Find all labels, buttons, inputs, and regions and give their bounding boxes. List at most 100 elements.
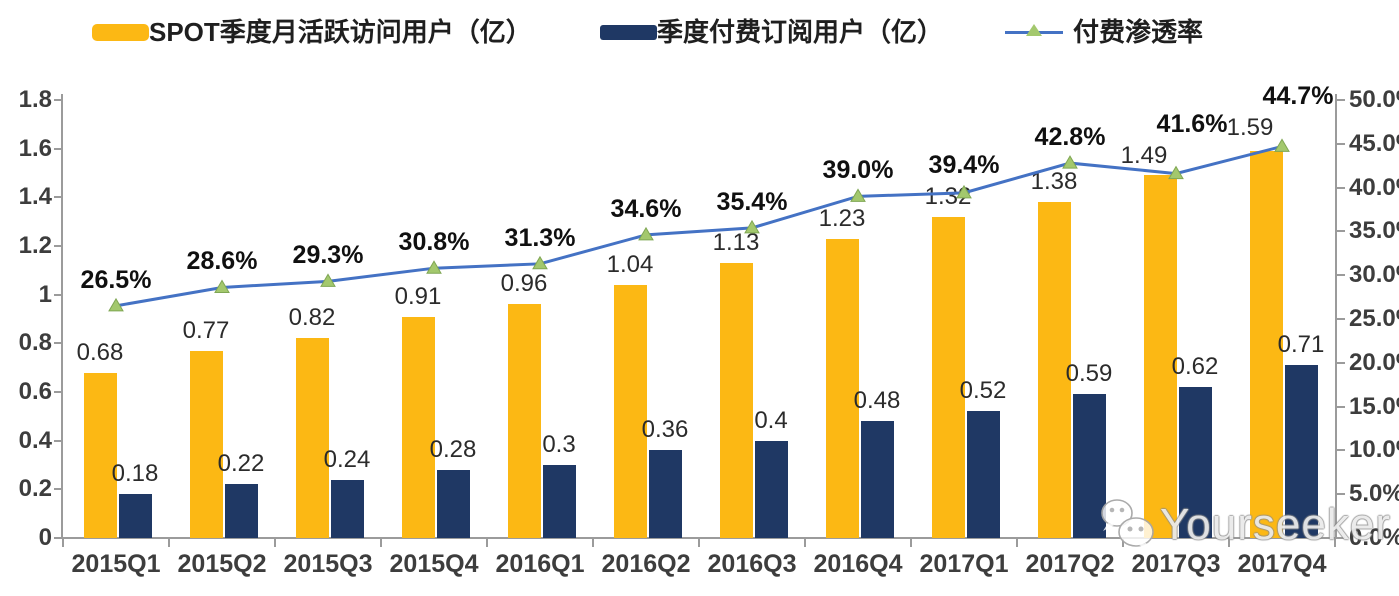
- bar-label-mau: 1.04: [606, 250, 654, 278]
- right-axis-tick: [1337, 318, 1345, 320]
- bar-label-subscribers: 0.52: [959, 377, 1007, 405]
- x-axis-tick: [62, 539, 64, 547]
- x-axis-tick: [1334, 539, 1336, 547]
- x-axis-tick: [1228, 539, 1230, 547]
- x-axis-category-label: 2017Q4: [1237, 550, 1327, 578]
- x-axis-category-label: 2016Q3: [707, 550, 797, 578]
- right-axis-line: [1335, 94, 1337, 539]
- x-axis-category-label: 2015Q4: [389, 550, 479, 578]
- right-axis-tick-label: 50.0%: [1349, 86, 1399, 113]
- bar-label-subscribers: 0.59: [1065, 360, 1113, 388]
- bar-label-mau: 0.77: [182, 316, 230, 344]
- x-axis-category-label: 2016Q1: [495, 550, 585, 578]
- right-axis-tick: [1337, 405, 1345, 408]
- x-axis-category-label: 2017Q3: [1131, 550, 1221, 578]
- left-axis-tick: [54, 439, 62, 442]
- bar-label-subscribers: 0.71: [1277, 331, 1325, 359]
- x-axis-tick: [486, 539, 488, 547]
- bar-subscribers: [1179, 387, 1212, 538]
- bar-subscribers: [861, 421, 894, 538]
- bar-label-mau: 1.13: [712, 229, 760, 257]
- x-axis-category-label: 2016Q4: [813, 550, 903, 578]
- left-axis-tick: [54, 488, 62, 491]
- bar-subscribers: [437, 469, 470, 538]
- bar-label-mau: 1.38: [1030, 168, 1078, 196]
- left-axis-tick-label: 0.6: [18, 378, 52, 405]
- right-axis-tick-label: 0.0%: [1349, 524, 1399, 551]
- bar-label-mau: 1.49: [1120, 141, 1168, 169]
- x-axis-category-label: 2015Q1: [71, 550, 161, 578]
- bar-subscribers: [755, 440, 788, 538]
- legend-label-mau: SPOT季度月活跃访问用户（亿）: [149, 17, 532, 47]
- legend-item-penetration: 付费渗透率: [1005, 18, 1203, 46]
- right-axis-tick: [1337, 230, 1345, 233]
- bar-label-subscribers: 0.48: [853, 387, 901, 415]
- x-axis-tick: [804, 539, 806, 547]
- bar-mau: [402, 316, 435, 538]
- bar-subscribers: [225, 484, 258, 538]
- legend-label-penetration: 付费渗透率: [1073, 17, 1204, 47]
- left-axis-tick-label: 1.6: [18, 134, 52, 162]
- bar-mau: [614, 284, 647, 538]
- bar-mau: [296, 338, 329, 538]
- bar-label-subscribers: 0.36: [641, 416, 689, 444]
- x-axis-category-label: 2016Q2: [601, 550, 691, 578]
- bar-mau: [84, 372, 117, 538]
- bar-label-subscribers: 0.18: [111, 460, 159, 488]
- legend-line-marker-icon: [1005, 18, 1063, 46]
- right-axis-tick-label: 5.0%: [1349, 480, 1399, 508]
- x-axis-tick: [1016, 539, 1018, 547]
- bar-label-mau: 0.82: [288, 304, 336, 332]
- right-axis-tick: [1337, 186, 1345, 189]
- bar-mau: [508, 304, 541, 538]
- bar-subscribers: [1073, 394, 1106, 538]
- right-axis-tick-label: 45.0%: [1349, 129, 1399, 157]
- bar-label-subscribers: 0.62: [1171, 353, 1219, 381]
- bar-label-subscribers: 0.24: [323, 445, 371, 473]
- left-axis-tick-label: 0.4: [18, 426, 52, 454]
- right-axis-tick: [1337, 537, 1345, 539]
- left-axis-tick: [54, 245, 62, 247]
- right-axis-tick: [1337, 274, 1345, 277]
- left-axis-tick: [54, 196, 62, 199]
- right-axis-tick-label: 10.0%: [1349, 436, 1399, 464]
- bar-label-subscribers: 0.3: [542, 431, 576, 458]
- left-axis-tick: [54, 147, 62, 150]
- left-axis-tick-label: 1.2: [18, 232, 52, 259]
- x-axis-tick: [380, 539, 382, 547]
- bar-subscribers: [543, 465, 576, 538]
- x-axis-tick: [168, 539, 170, 547]
- x-axis-tick: [592, 539, 594, 547]
- bar-label-mau: 1.23: [818, 204, 866, 232]
- right-axis-tick-label: 20.0%: [1349, 348, 1399, 376]
- left-axis-tick: [54, 293, 62, 296]
- watermark: Yourseeker: [1096, 496, 1391, 554]
- bar-label-mau: 0.91: [394, 282, 442, 310]
- penetration-label: 31.3%: [504, 223, 576, 252]
- bar-label-subscribers: 0.28: [429, 435, 477, 463]
- bar-subscribers: [1285, 365, 1318, 538]
- bottom-axis-line: [61, 537, 1337, 539]
- left-axis-tick: [54, 99, 62, 101]
- right-axis-tick: [1337, 142, 1345, 145]
- right-axis-tick: [1337, 493, 1345, 496]
- legend-swatch-subscribers: [600, 24, 657, 40]
- left-axis-tick-label: 0.8: [18, 329, 52, 357]
- bar-label-subscribers: 0.4: [754, 406, 788, 434]
- wechat-icon: [1101, 499, 1154, 551]
- x-axis-category-label: 2017Q2: [1025, 550, 1115, 578]
- legend-item-mau: SPOT季度月活跃访问用户（亿）: [92, 18, 532, 46]
- x-axis-category-label: 2017Q1: [919, 550, 1009, 578]
- x-axis-tick: [698, 539, 700, 547]
- left-axis-tick: [54, 342, 62, 345]
- left-axis-tick-label: 1.8: [18, 86, 52, 113]
- right-axis-tick-label: 25.0%: [1349, 305, 1399, 332]
- bar-subscribers: [649, 450, 682, 538]
- bar-label-mau: 0.68: [76, 338, 124, 366]
- left-axis-tick: [54, 537, 62, 539]
- bar-mau: [720, 263, 753, 538]
- watermark-text: Yourseeker: [1160, 500, 1391, 549]
- x-axis-tick: [910, 539, 912, 547]
- right-axis-tick: [1337, 361, 1345, 364]
